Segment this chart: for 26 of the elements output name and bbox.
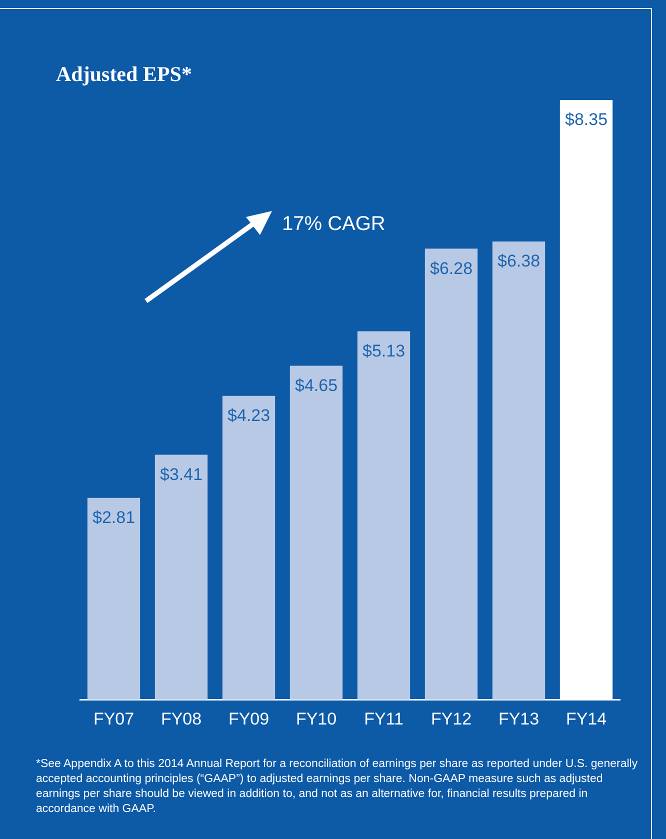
x-tick-label: FY08 (160, 709, 202, 728)
bar (424, 248, 478, 700)
bar (290, 366, 343, 700)
bar (492, 241, 546, 700)
x-tick-label: FY12 (430, 709, 472, 728)
x-tick-label: FY10 (296, 709, 337, 728)
x-tick-label: FY09 (228, 709, 270, 728)
data-label: $6.38 (497, 252, 540, 271)
annotation: 17% CAGR (282, 213, 386, 236)
x-tick-label: FY13 (498, 709, 540, 728)
data-label: $6.28 (430, 258, 473, 278)
bar (357, 331, 410, 700)
data-label: $5.13 (362, 341, 406, 360)
data-label: $8.35 (564, 110, 608, 130)
data-label: $4.65 (294, 376, 338, 395)
text: *See Appendix A to this 2014 Annual Report for a reconciliation of earnings per share as reported under U.S. generally accepted accounting principles (“GAAP”) to adjusted earnings per share. Non-GAAP measure such as adjusted earnings per share should be viewed in addition to, and not as an alternative for, financial results prepared in accordance with GAAP. (36, 757, 639, 817)
x-tick-label: FY11 (364, 709, 404, 728)
bar (154, 454, 208, 700)
chart-title: Adjusted EPS* (56, 62, 192, 87)
bar (222, 396, 276, 700)
data-label: $2.81 (92, 508, 136, 528)
x-tick-label: FY07 (93, 709, 134, 728)
x-tick-label: FY14 (566, 709, 607, 728)
data-label: $3.41 (160, 464, 203, 484)
data-label: $4.23 (227, 406, 270, 426)
bar (87, 498, 140, 700)
